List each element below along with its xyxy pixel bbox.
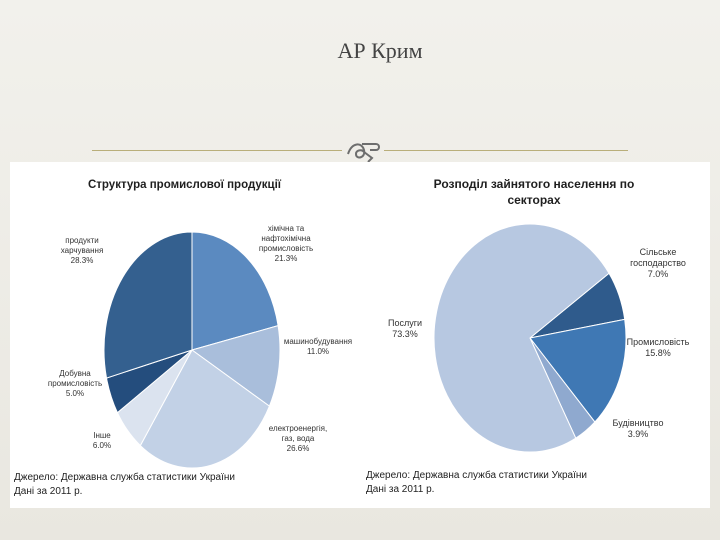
pie-1-slice-1 [191,231,279,351]
title-divider-right [384,150,628,151]
slide-title: АР Крим [337,38,423,63]
pie-1-label-1: хімічна та нафтохімічна промисловість 21.3% [259,224,313,263]
pie-1-label-6: продукти харчування 28.3% [61,236,104,265]
pie-1-label-3: електроенергія, газ, вода 26.6% [269,424,327,453]
charts-canvas: Структура промислової продукції хімічна т… [14,177,690,497]
pie-1-label-2: машинобудування 11.0% [284,337,352,356]
chart-2-source: Джерело: Державна служба статистики Укра… [366,469,587,495]
pie-1-label-4: Інше 6.0% [93,431,111,450]
pie-1-slice-3 [139,349,271,469]
pie-1-label-5: Добувна промисловість 5.0% [48,369,102,398]
pie-1-slice-2 [190,325,281,407]
pie-2-slice-4 [433,223,610,453]
charts-panel: Структура промислової продукції хімічна т… [10,162,710,508]
pie-1-slice-6 [103,231,193,379]
pie-2-label-1: Сільське господарство 7.0% [630,247,686,279]
pie-2-label-4: Послуги 73.3% [388,318,422,339]
scroll-flourish-icon [347,143,380,163]
pie-2-slice-2 [529,318,627,423]
pie-2-label-3: Будівництво 3.9% [613,418,664,439]
chart-1-source: Джерело: Державна служба статистики Укра… [14,471,235,497]
chart-1-title: Структура промислової продукції [88,179,282,191]
chart-2-title: Розподіл зайнятого населення по секторах [434,177,635,207]
pie-2-label-2: Промисловість 15.8% [627,337,690,358]
title-divider-left [92,150,342,151]
